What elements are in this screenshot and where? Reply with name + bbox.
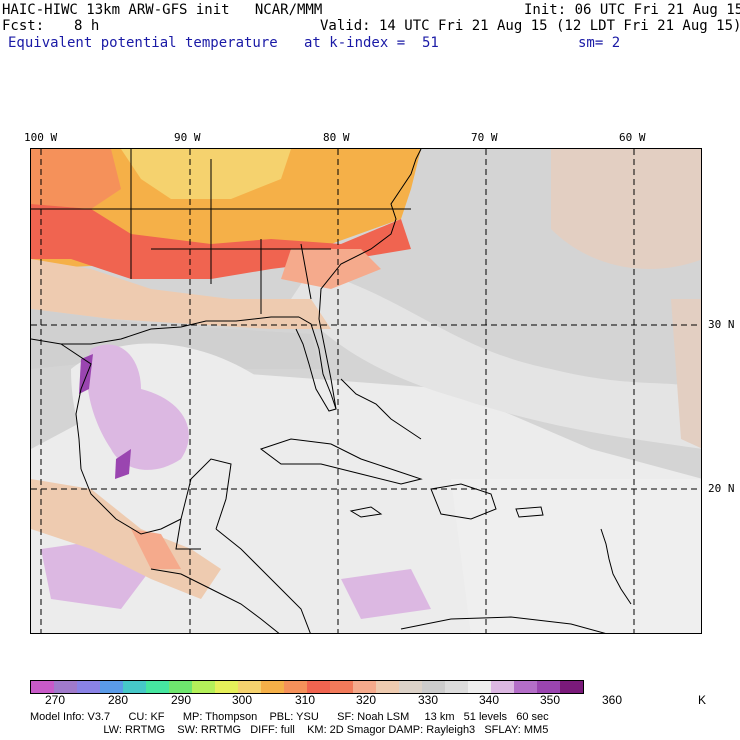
us-east-coast	[318, 149, 422, 410]
caribbean-pale-se	[451, 479, 701, 633]
colorbar-tick-290: 290	[171, 693, 192, 707]
model-info-line2: LW: RRTMG SW: RRTMG DIFF: full KM: 2D Sm…	[30, 724, 549, 736]
colorbar-swatch	[468, 681, 491, 693]
colorbar-tick-310: 310	[295, 693, 316, 707]
hispaniola	[430, 483, 497, 520]
fcst-value: 8 h	[74, 18, 100, 34]
jamaica	[349, 506, 383, 518]
lon-label-80w: 80 W	[323, 131, 350, 144]
colorbar-swatch	[399, 681, 422, 693]
colorbar-swatch	[514, 681, 537, 693]
south-america-north	[400, 616, 606, 633]
mexico-guatemala-border	[175, 518, 201, 550]
colorbar-tick-350: 350	[540, 693, 561, 707]
colorbar-swatch	[537, 681, 560, 693]
yucatan	[180, 458, 232, 530]
texas-coast	[60, 343, 92, 470]
colorbar-swatch	[215, 681, 238, 693]
colorbar	[30, 680, 584, 694]
colorbar-tick-330: 330	[418, 693, 439, 707]
atlantic-tan-east	[551, 149, 701, 269]
central-america-salmon	[131, 529, 181, 569]
init-time: Init: 06 UTC Fri 21 Aug 15	[524, 2, 740, 18]
colorbar-swatch	[330, 681, 353, 693]
us-gulf-coast	[31, 316, 299, 345]
atlantic-light-band	[291, 269, 701, 449]
smoothing-info: sm= 2	[578, 35, 621, 51]
colorbar-swatch	[54, 681, 77, 693]
colorbar-tick-360: 360	[602, 693, 623, 707]
mexico-east-coast	[80, 468, 182, 535]
model-info-line1: Model Info: V3.7 CU: KF MP: Thompson PBL…	[30, 711, 549, 723]
lat-label-20n: 20 N	[708, 482, 735, 495]
colorbar-swatch	[31, 681, 54, 693]
lon-label-100w: 100 W	[24, 131, 58, 144]
colorbar-swatch	[238, 681, 261, 693]
colorbar-swatch	[146, 681, 169, 693]
gulf-purple-south	[115, 449, 131, 479]
map-panel	[30, 148, 702, 634]
colorbar-swatch	[77, 681, 100, 693]
salmon-land-coast	[281, 249, 381, 289]
colorbar-tick-280: 280	[108, 693, 129, 707]
field-name: Equivalent potential temperature	[8, 35, 278, 51]
coastlines	[31, 149, 632, 633]
colorbar-swatch	[491, 681, 514, 693]
lon-label-60w: 60 W	[619, 131, 646, 144]
colorbar-swatch	[192, 681, 215, 693]
colorbar-swatch	[307, 681, 330, 693]
lon-label-90w: 90 W	[174, 131, 201, 144]
central-america-pacific	[150, 568, 280, 633]
colorbar-swatch	[100, 681, 123, 693]
lon-label-70w: 70 W	[471, 131, 498, 144]
colorbar-swatch	[261, 681, 284, 693]
orange-land-band	[31, 149, 121, 209]
puerto-rico	[515, 506, 544, 518]
state-lines-1	[31, 149, 411, 314]
lesser-antilles	[600, 528, 632, 605]
gulf-lavender-core	[87, 344, 189, 470]
model-title: HAIC-HIWC 13km ARW-GFS init NCAR/MMM	[2, 2, 323, 18]
colorbar-tick-320: 320	[356, 693, 377, 707]
colorbar-swatch	[422, 681, 445, 693]
colorbar-units: K	[698, 693, 707, 707]
colorbar-tick-340: 340	[479, 693, 500, 707]
lat-label-30n: 30 N	[708, 318, 735, 331]
fcst-label: Fcst:	[2, 18, 45, 34]
caribbean-lavender	[341, 569, 431, 619]
colorbar-swatch	[445, 681, 468, 693]
graticule	[31, 149, 701, 633]
cuba	[259, 438, 423, 485]
colorbar-tick-300: 300	[232, 693, 253, 707]
colorbar-swatch	[560, 681, 583, 693]
colorbar-tick-270: 270	[45, 693, 66, 707]
colorbar-swatch	[376, 681, 399, 693]
atlantic-tan-patch	[671, 299, 701, 449]
tan-land-gulf-states	[31, 259, 331, 329]
colorbar-swatch	[123, 681, 146, 693]
colorbar-swatch	[169, 681, 192, 693]
yellow-land-north	[121, 149, 291, 199]
bahamas	[340, 378, 422, 440]
colorbar-swatch	[284, 681, 307, 693]
theta-e-map	[31, 149, 701, 633]
valid-time: Valid: 14 UTC Fri 21 Aug 15 (12 LDT Fri …	[320, 18, 740, 34]
colorbar-swatch	[353, 681, 376, 693]
central-america-coast	[215, 528, 311, 633]
level-info: at k-index = 51	[304, 35, 439, 51]
